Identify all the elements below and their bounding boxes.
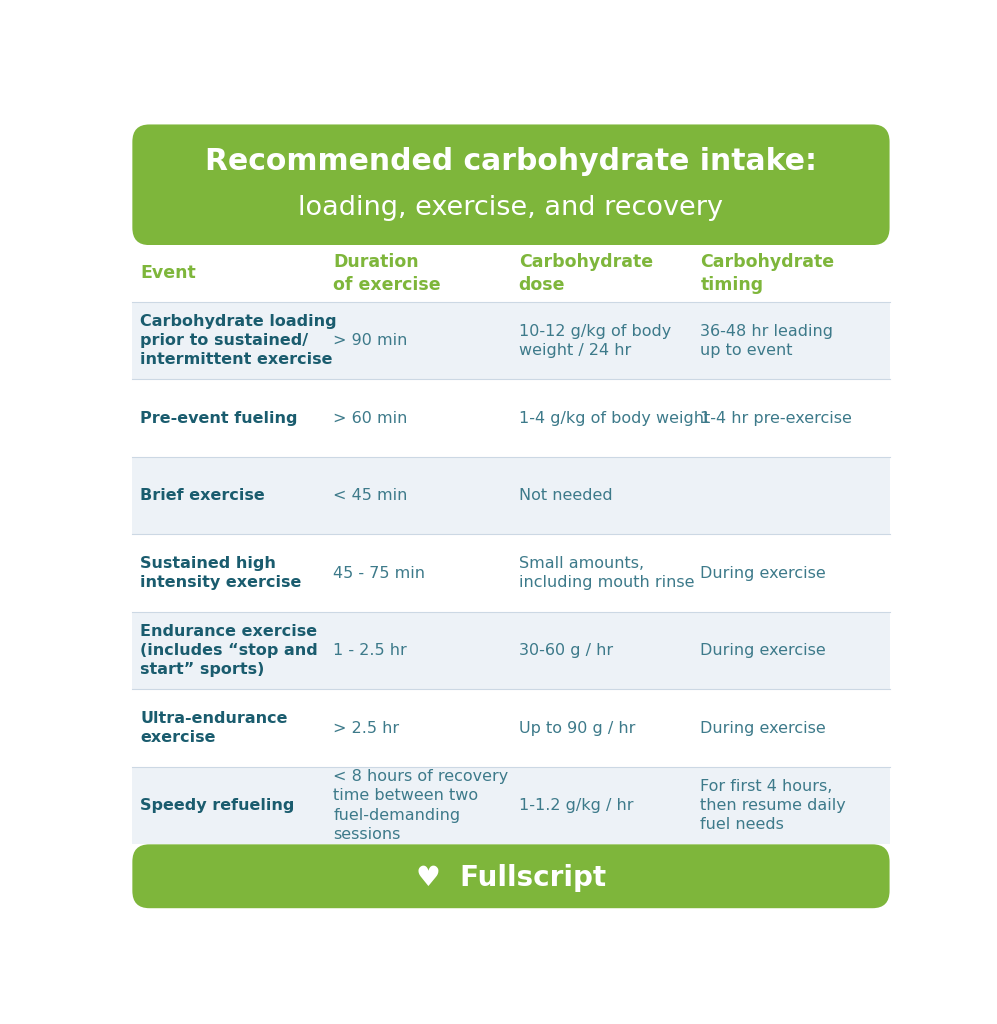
Text: Event: Event: [140, 264, 195, 283]
Text: Pre-event fueling: Pre-event fueling: [140, 411, 297, 426]
Bar: [133, 535, 889, 612]
Bar: [133, 612, 889, 689]
Text: Carbohydrate
dose: Carbohydrate dose: [518, 253, 653, 294]
Text: Brief exercise: Brief exercise: [140, 488, 265, 503]
Text: Duration
of exercise: Duration of exercise: [333, 253, 441, 294]
Text: > 2.5 hr: > 2.5 hr: [333, 721, 400, 735]
Bar: [125, 245, 897, 302]
Text: During exercise: During exercise: [700, 721, 827, 735]
Text: 1 - 2.5 hr: 1 - 2.5 hr: [333, 643, 407, 658]
Text: During exercise: During exercise: [700, 565, 827, 581]
Text: 1-4 hr pre-exercise: 1-4 hr pre-exercise: [700, 411, 852, 426]
Text: During exercise: During exercise: [700, 643, 827, 658]
Text: 30-60 g / hr: 30-60 g / hr: [518, 643, 613, 658]
Text: 1-1.2 g/kg / hr: 1-1.2 g/kg / hr: [518, 798, 633, 813]
Text: < 8 hours of recovery
time between two
fuel-demanding
sessions: < 8 hours of recovery time between two f…: [333, 769, 508, 842]
Text: 10-12 g/kg of body
weight / 24 hr: 10-12 g/kg of body weight / 24 hr: [518, 324, 671, 357]
Text: 45 - 75 min: 45 - 75 min: [333, 565, 426, 581]
Text: > 60 min: > 60 min: [333, 411, 408, 426]
FancyBboxPatch shape: [133, 845, 889, 908]
Text: Not needed: Not needed: [518, 488, 612, 503]
Bar: [133, 302, 889, 379]
Bar: [133, 457, 889, 535]
Bar: [133, 689, 889, 767]
Text: loading, exercise, and recovery: loading, exercise, and recovery: [298, 195, 724, 220]
Text: Up to 90 g / hr: Up to 90 g / hr: [518, 721, 635, 735]
Bar: [133, 379, 889, 457]
Text: < 45 min: < 45 min: [333, 488, 408, 503]
Text: ♥  Fullscript: ♥ Fullscript: [416, 864, 606, 892]
Text: Sustained high
intensity exercise: Sustained high intensity exercise: [140, 556, 301, 590]
Text: Carbohydrate loading
prior to sustained/
intermittent exercise: Carbohydrate loading prior to sustained/…: [140, 314, 337, 368]
Text: > 90 min: > 90 min: [333, 333, 408, 348]
FancyBboxPatch shape: [133, 125, 889, 245]
Text: Recommended carbohydrate intake:: Recommended carbohydrate intake:: [205, 147, 817, 176]
Text: Endurance exercise
(includes “stop and
start” sports): Endurance exercise (includes “stop and s…: [140, 624, 318, 677]
Bar: [133, 767, 889, 845]
Text: Small amounts,
including mouth rinse: Small amounts, including mouth rinse: [518, 556, 694, 590]
Text: Ultra-endurance
exercise: Ultra-endurance exercise: [140, 711, 287, 745]
Text: 36-48 hr leading
up to event: 36-48 hr leading up to event: [700, 324, 833, 357]
Text: For first 4 hours,
then resume daily
fuel needs: For first 4 hours, then resume daily fue…: [700, 779, 846, 833]
Text: 1-4 g/kg of body weight: 1-4 g/kg of body weight: [518, 411, 710, 426]
Text: Speedy refueling: Speedy refueling: [140, 798, 294, 813]
Text: Carbohydrate
timing: Carbohydrate timing: [700, 253, 834, 294]
